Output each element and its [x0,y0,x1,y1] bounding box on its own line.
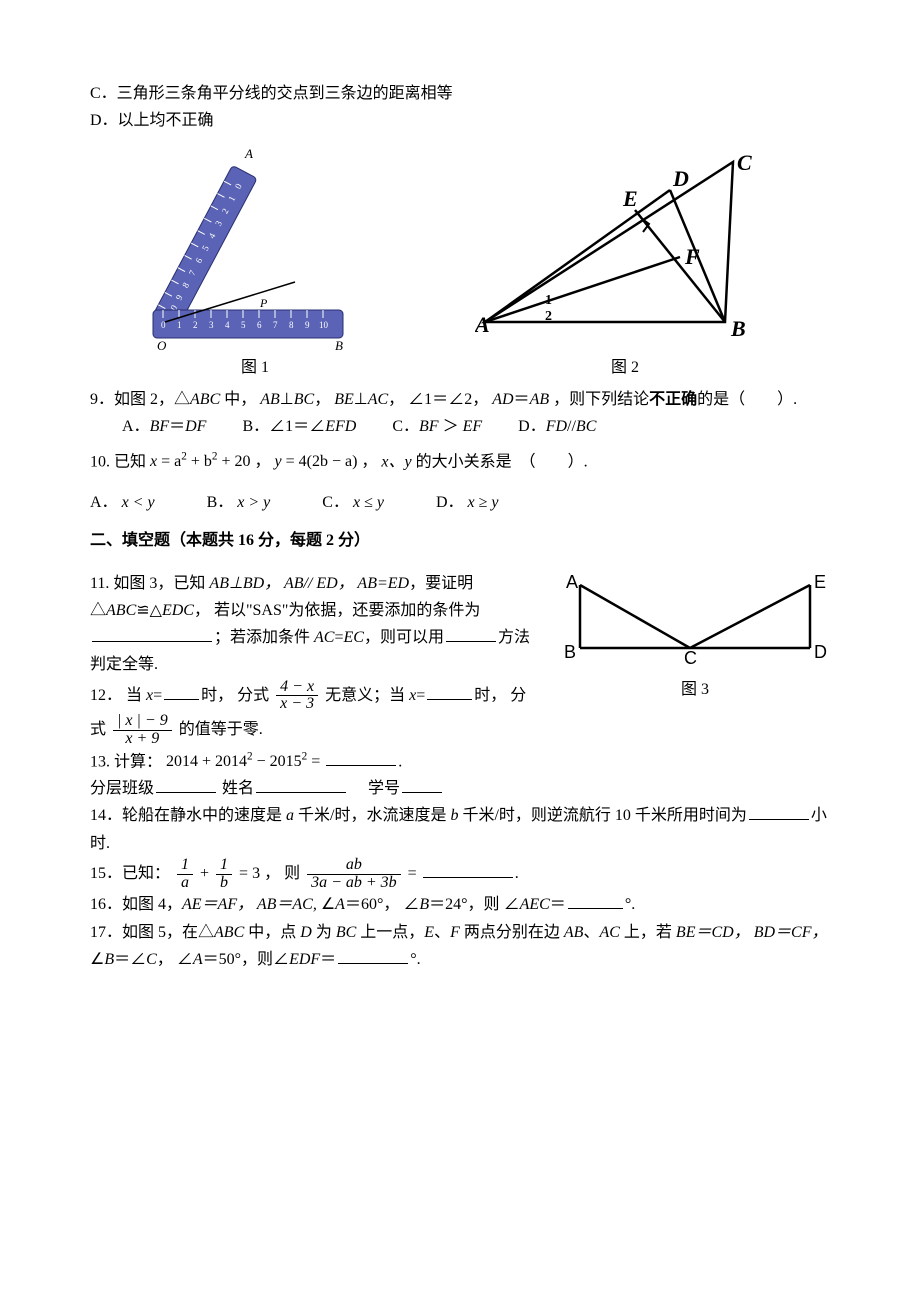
figure-2-svg: A B C D E F 1 2 [475,152,775,352]
blank-q15[interactable] [423,861,513,878]
svg-text:A: A [244,146,253,161]
svg-text:D: D [672,166,689,191]
svg-text:P: P [259,296,268,310]
figure-1-caption: 图 1 [241,354,269,381]
question-9-options: A．BF＝DF B．∠1＝∠EFD C．BF ＞ EF D．FD//BC [90,413,830,440]
figure-1: 1098 765 432 10 012 [145,142,365,381]
blank-class[interactable] [156,776,216,793]
svg-text:1: 1 [177,320,182,330]
question-10: 10. 已知 x = a2 + b2 + 20 ， y = 4(2b − a) … [90,448,830,476]
svg-text:6: 6 [257,320,262,330]
blank-name[interactable] [256,776,346,793]
figure-3-caption: 图 3 [560,676,830,703]
svg-text:7: 7 [273,320,278,330]
blank-q13[interactable] [326,749,396,766]
option-c: C．三角形三条角平分线的交点到三条边的距离相等 [90,80,830,107]
svg-text:3: 3 [209,320,214,330]
svg-text:A: A [566,572,578,592]
question-16: 16．如图 4，AE＝AF， AB＝AC, ∠A＝60°， ∠B＝24°，则 ∠… [90,891,830,918]
class-info-line: 分层班级 姓名 学号 [90,775,830,802]
svg-text:2: 2 [545,309,552,324]
svg-text:C: C [737,152,752,175]
blank-id[interactable] [402,776,442,793]
svg-text:E: E [622,186,638,211]
question-10-options: A． x < y B． x > y C． x ≤ y D． x ≥ y [90,489,830,516]
svg-text:4: 4 [225,320,230,330]
figures-row: 1098 765 432 10 012 [90,142,830,381]
blank-q16[interactable] [568,892,623,909]
question-9: 9．如图 2，△ABC 中， AB⊥BC， BE⊥AC， ∠1＝∠2， AD＝A… [90,386,830,413]
svg-text:5: 5 [241,320,246,330]
svg-text:D: D [814,642,827,662]
section-2-title: 二、填空题（本题共 16 分，每题 2 分） [90,527,830,554]
blank-q11-1[interactable] [92,625,212,642]
svg-text:2: 2 [193,320,198,330]
svg-text:O: O [157,338,167,352]
question-15: 15．已知： 1a + 1b = 3 ， 则 ab3a − ab + 3b = … [90,857,830,892]
blank-q12-1[interactable] [164,683,199,700]
svg-text:1: 1 [545,293,552,308]
svg-text:B: B [335,338,343,352]
figure-2-caption: 图 2 [611,354,639,381]
figure-3-svg: A B C D E [560,570,830,665]
svg-text:B: B [730,316,746,341]
blank-q17[interactable] [338,947,408,964]
svg-text:9: 9 [305,320,310,330]
svg-text:E: E [814,572,826,592]
svg-text:F: F [684,244,700,269]
svg-text:C: C [684,648,697,665]
svg-text:8: 8 [289,320,294,330]
svg-text:A: A [475,312,490,337]
svg-text:B: B [564,642,576,662]
option-d: D．以上均不正确 [90,107,830,134]
blank-q11-2[interactable] [446,625,496,642]
question-14: 14．轮船在静水中的速度是 a 千米/时，水流速度是 b 千米/时，则逆流航行 … [90,802,830,856]
figure-3: A B C D E 图 3 [560,570,830,703]
question-17: 17．如图 5，在△ABC 中，点 D 为 BC 上一点，E、F 两点分别在边 … [90,919,830,973]
question-13: 13. 计算： 2014 + 20142 − 20152 = . [90,748,830,776]
figure-1-svg: 1098 765 432 10 012 [145,142,365,352]
figure-2: A B C D E F 1 2 图 2 [475,152,775,381]
blank-q12-2[interactable] [427,683,472,700]
svg-text:10: 10 [319,320,329,330]
blank-q14[interactable] [749,803,809,820]
